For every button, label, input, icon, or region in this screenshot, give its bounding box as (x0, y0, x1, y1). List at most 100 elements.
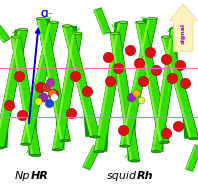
Polygon shape (21, 22, 58, 144)
Polygon shape (94, 8, 111, 35)
Ellipse shape (171, 27, 181, 29)
Polygon shape (62, 26, 92, 137)
Point (137, 61, 140, 64)
Polygon shape (94, 10, 105, 35)
Polygon shape (21, 37, 41, 155)
Text: squid: squid (107, 171, 137, 181)
Point (184, 82, 187, 85)
Point (44, 85, 47, 88)
Point (70, 111, 73, 114)
Polygon shape (104, 22, 128, 152)
Point (179, 63, 182, 66)
Point (155, 69, 158, 72)
Ellipse shape (0, 147, 4, 149)
Ellipse shape (11, 36, 21, 38)
Polygon shape (62, 26, 100, 137)
Text: HR: HR (31, 171, 49, 181)
Point (171, 76, 174, 79)
Point (86, 89, 89, 92)
Polygon shape (136, 22, 169, 142)
Point (74, 74, 77, 77)
Ellipse shape (159, 141, 169, 144)
Ellipse shape (118, 21, 128, 23)
Point (165, 132, 168, 135)
Point (17, 74, 20, 77)
Polygon shape (0, 16, 5, 43)
Text: Rh: Rh (137, 171, 153, 181)
Point (53, 96, 56, 99)
Polygon shape (151, 28, 174, 152)
Point (149, 50, 152, 53)
Polygon shape (130, 18, 157, 146)
Polygon shape (161, 28, 181, 152)
Text: Np: Np (15, 171, 31, 181)
Polygon shape (4, 30, 28, 148)
Polygon shape (185, 145, 196, 169)
Polygon shape (83, 145, 95, 167)
Point (134, 91, 137, 94)
Point (121, 128, 124, 131)
Polygon shape (47, 18, 70, 141)
Point (108, 80, 111, 83)
Polygon shape (94, 22, 120, 152)
Text: Cl⁻: Cl⁻ (41, 9, 53, 18)
Polygon shape (11, 37, 41, 155)
Polygon shape (120, 33, 140, 161)
Ellipse shape (62, 25, 72, 27)
Polygon shape (52, 33, 82, 150)
Polygon shape (151, 28, 181, 152)
Ellipse shape (18, 28, 28, 31)
Ellipse shape (37, 17, 47, 20)
Ellipse shape (49, 21, 58, 23)
Polygon shape (37, 18, 70, 141)
Point (20, 113, 23, 116)
Point (49, 81, 52, 84)
Ellipse shape (21, 143, 31, 145)
Polygon shape (31, 22, 58, 144)
Polygon shape (11, 37, 33, 155)
Ellipse shape (52, 149, 62, 151)
Polygon shape (72, 26, 100, 137)
Point (47, 101, 50, 104)
Polygon shape (37, 18, 63, 141)
Polygon shape (120, 18, 157, 146)
Ellipse shape (161, 36, 171, 38)
Ellipse shape (31, 154, 41, 157)
Polygon shape (83, 145, 101, 170)
Point (106, 56, 109, 59)
Polygon shape (136, 22, 162, 142)
Ellipse shape (120, 145, 130, 147)
Point (52, 93, 55, 96)
Polygon shape (52, 33, 75, 150)
Point (116, 67, 119, 70)
Polygon shape (110, 33, 132, 161)
Point (41, 96, 44, 99)
Point (139, 98, 142, 101)
Point (141, 80, 144, 83)
Polygon shape (62, 33, 82, 150)
Ellipse shape (60, 139, 70, 142)
Polygon shape (0, 30, 28, 148)
Polygon shape (161, 37, 198, 139)
Point (38, 85, 41, 88)
Polygon shape (120, 18, 150, 146)
Polygon shape (185, 145, 198, 171)
Polygon shape (146, 22, 169, 142)
Polygon shape (94, 22, 128, 152)
Ellipse shape (148, 17, 157, 20)
Polygon shape (0, 13, 10, 43)
Ellipse shape (189, 138, 198, 140)
Ellipse shape (130, 160, 140, 162)
Polygon shape (171, 37, 198, 139)
Polygon shape (161, 37, 191, 139)
Polygon shape (21, 22, 51, 144)
Ellipse shape (136, 21, 146, 23)
Point (36, 99, 39, 102)
Point (129, 96, 132, 99)
Point (177, 124, 180, 127)
Point (7, 104, 10, 107)
Point (165, 58, 168, 61)
Polygon shape (110, 33, 140, 161)
Ellipse shape (72, 32, 82, 34)
Point (128, 48, 131, 51)
